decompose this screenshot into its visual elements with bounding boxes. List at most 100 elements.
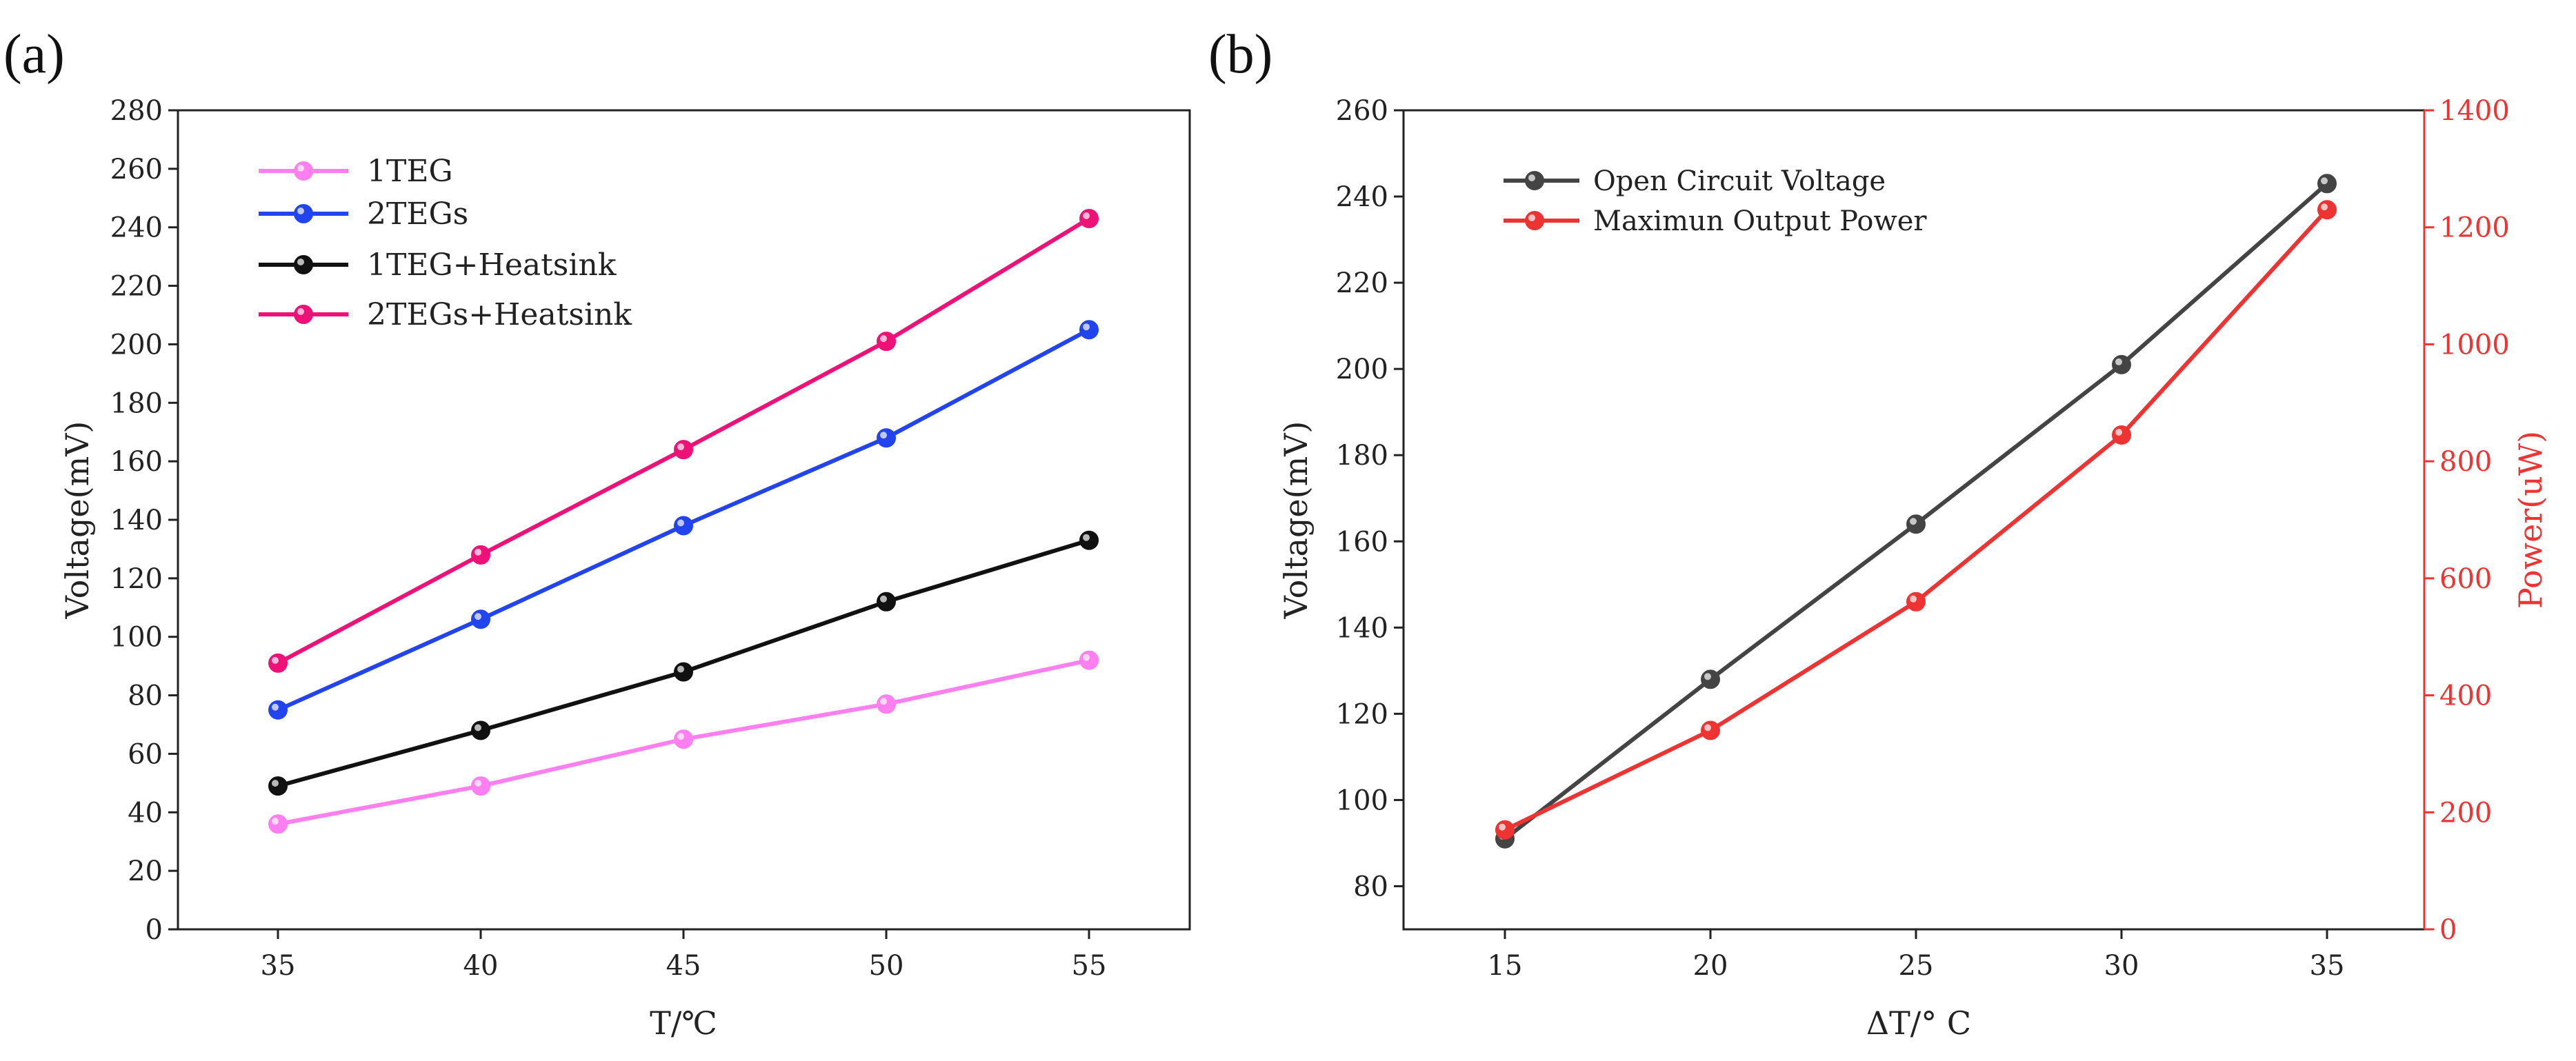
chart-a-legend-swatch-marker-highlight <box>297 259 304 265</box>
chart-a-data-point-highlight <box>880 698 887 705</box>
chart-a-data-point <box>268 700 288 720</box>
chart-a-data-point <box>1079 320 1099 340</box>
chart-a-x-tick-label: 40 <box>463 950 499 982</box>
chart-a-data-point <box>674 662 693 682</box>
chart-a-legend-swatch-marker-highlight <box>297 208 304 214</box>
chart-b-y-tick-label: 200 <box>1336 354 1388 385</box>
chart-a-y-tick-label: 220 <box>110 271 163 303</box>
chart-a-legend-item: 1TEG <box>259 154 453 189</box>
chart-b-y2-tick-label: 1200 <box>2439 212 2510 244</box>
chart-a-x-tick-label: 35 <box>261 950 296 982</box>
chart-a-y-tick-label: 280 <box>110 95 163 127</box>
chart-b-legend-swatch-marker <box>1525 171 1544 190</box>
chart-a-data-point-highlight <box>272 818 279 825</box>
chart-b-data-point-highlight <box>1704 673 1711 680</box>
chart-a-data-point-highlight <box>475 548 481 556</box>
chart-a-data-point <box>1079 208 1099 228</box>
chart-a-legend-swatch-marker <box>294 255 313 274</box>
chart-b-y-axis-title: Voltage(mV) <box>1277 421 1315 620</box>
chart-a-y-tick-label: 200 <box>110 329 163 361</box>
chart-b-data-point-highlight <box>1704 724 1711 731</box>
chart-b-data-point <box>2317 174 2337 194</box>
chart-b-y-tick-label: 180 <box>1336 440 1388 472</box>
chart-a-data-point <box>674 516 693 536</box>
chart-b-data-point-highlight <box>2321 203 2328 211</box>
chart-a-data-point-highlight <box>677 519 684 527</box>
chart-a-y-tick-label: 40 <box>128 797 163 829</box>
panel-b-label: (b) <box>1208 24 1272 85</box>
chart-a-legend-swatch-marker <box>294 204 313 223</box>
chart-b-data-point <box>2317 200 2337 220</box>
chart-a-data-point-highlight <box>677 443 684 451</box>
chart-b-y-tick-label: 160 <box>1336 526 1388 558</box>
chart-a-data-point-highlight <box>880 335 887 343</box>
chart-a-data-point-highlight <box>880 595 887 603</box>
chart-b-y2-tick-label: 400 <box>2439 680 2492 712</box>
chart-a-data-point-highlight <box>475 613 481 620</box>
chart-a-data-point <box>674 440 693 460</box>
chart-b-x-tick-label: 15 <box>1488 950 1523 982</box>
chart-b-y2-tick-label: 1400 <box>2439 95 2510 127</box>
chart-a-data-point-highlight <box>475 780 481 787</box>
chart-a-y-tick-label: 180 <box>110 387 163 419</box>
chart-a-data-point <box>877 694 896 714</box>
chart-b-legend-item: Maximun Output Power <box>1504 205 1927 237</box>
chart-b-x-axis-title: ΔT/° C <box>1866 1004 1971 1042</box>
chart-b-y2-tick-label: 200 <box>2439 797 2492 829</box>
chart-b-y-tick-label: 100 <box>1336 785 1388 816</box>
chart-b-y2-tick-label: 600 <box>2439 563 2492 595</box>
chart-a-legend-swatch-marker <box>294 161 313 181</box>
chart-b-data-point-highlight <box>2115 428 2122 436</box>
chart-a-data-point-highlight <box>677 733 684 740</box>
chart-b-legend-label: Open Circuit Voltage <box>1593 165 1886 197</box>
chart-b-series-open-circuit-voltage <box>1495 174 2337 849</box>
chart-a-series-1teg <box>268 650 1099 834</box>
chart-b-x-tick-label: 20 <box>1693 950 1728 982</box>
chart-a-data-point-highlight <box>272 656 279 664</box>
chart-a-data-point-highlight <box>1083 654 1090 661</box>
chart-a-y-tick-label: 240 <box>110 212 163 244</box>
chart-b-series-line <box>1504 182 2328 841</box>
chart-b-y2-axis-title: Power(uW) <box>2512 431 2549 609</box>
chart-a-data-point <box>268 776 288 796</box>
chart-a-data-point <box>471 545 490 565</box>
chart-b-y-tick-label: 80 <box>1353 871 1388 902</box>
chart-b-x-tick-label: 35 <box>2310 950 2345 982</box>
chart-b-y2-tick-label: 0 <box>2439 914 2457 946</box>
chart-b-y-tick-label: 260 <box>1336 95 1388 127</box>
chart-a-y-tick-label: 100 <box>110 622 163 654</box>
chart-a-series-1teg-heatsink <box>268 530 1099 796</box>
chart-a-y-tick-label: 20 <box>128 856 163 887</box>
chart-b-data-point-highlight <box>1910 518 1917 525</box>
panel-a-label: (a) <box>3 24 65 85</box>
chart-a-data-point-highlight <box>1083 212 1090 219</box>
chart-a-data-point <box>471 776 490 796</box>
chart-b-y-tick-label: 120 <box>1336 698 1388 730</box>
chart-b-data-point <box>2112 425 2131 445</box>
chart-a-series-2tegs-heatsink <box>268 208 1099 673</box>
chart-b-legend-swatch-marker-highlight <box>1528 174 1535 181</box>
chart-a-data-point-highlight <box>1083 534 1090 541</box>
chart-a-data-point-highlight <box>677 665 684 673</box>
chart-b-y2-tick-label: 1000 <box>2439 329 2510 361</box>
chart-a-y-tick-label: 140 <box>110 505 163 536</box>
chart-a-legend-label: 2TEGs+Heatsink <box>367 297 632 332</box>
chart-b-data-point-highlight <box>1499 823 1506 831</box>
chart-a-legend-swatch-marker-highlight <box>297 308 304 315</box>
chart-a-data-point <box>674 729 693 749</box>
chart-a-legend-item: 1TEG+Heatsink <box>259 247 617 283</box>
chart-a-y-tick-label: 60 <box>128 738 163 770</box>
chart-a-data-point <box>268 814 288 834</box>
chart-a-series-2tegs <box>268 320 1099 720</box>
chart-b-series-maximun-output-power <box>1495 200 2337 840</box>
chart-b-data-point <box>2112 354 2131 374</box>
chart-b-legend-swatch-marker-highlight <box>1528 214 1535 221</box>
chart-b-data-point <box>1906 514 1926 534</box>
chart-a-data-point-highlight <box>880 432 887 439</box>
chart-a-legend-label: 2TEGs <box>367 196 468 232</box>
chart-a-data-point-highlight <box>1083 323 1090 331</box>
chart-a-y-tick-label: 120 <box>110 563 163 595</box>
chart-b-y-tick-label: 140 <box>1336 612 1388 644</box>
chart-a-y-tick-label: 80 <box>128 680 163 712</box>
